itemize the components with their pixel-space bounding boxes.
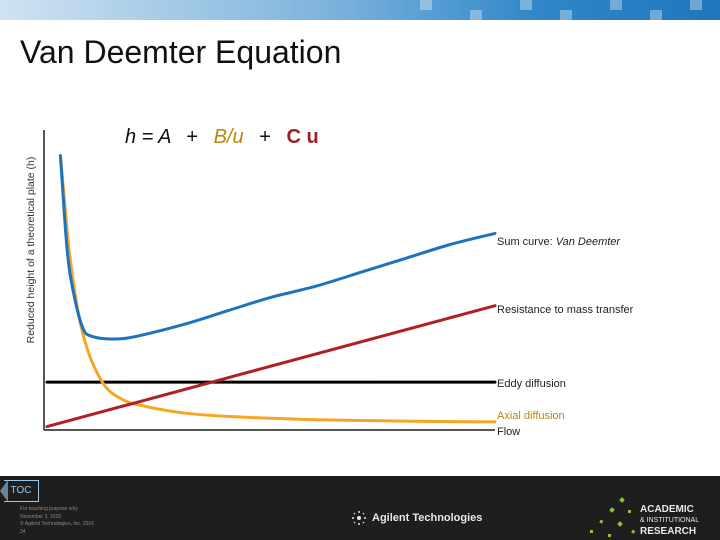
label-flow: Flow [497, 426, 520, 438]
series-line-sum-curve-van-deemter [58, 154, 497, 341]
fine-line: November 3, 2020 [20, 513, 62, 520]
footer-fine-print: For teaching purpose only November 3, 20… [20, 506, 94, 536]
series-layer [45, 154, 497, 429]
equation-c-term: C u [286, 126, 318, 148]
van-deemter-chart: Reduced height of a theoretical plate (h… [25, 126, 634, 438]
agilent-spark-logo-icon [352, 511, 366, 525]
equation: h = A + B/u + C u [125, 126, 319, 148]
program-line-3: RESEARCH [640, 526, 697, 537]
fine-line: For teaching purpose only [20, 506, 78, 512]
label-sum-italic: Van Deemter [556, 236, 622, 248]
series-line-resistance-to-mass-transfer [45, 304, 497, 429]
label-sum-prefix: Sum curve: [497, 236, 556, 248]
fine-line: 24 [20, 528, 26, 535]
label-mass-transfer: Resistance to mass transfer [497, 304, 634, 316]
equation-h-a: h = A [125, 126, 171, 148]
toc-arrow-icon [0, 480, 8, 502]
y-axis-label: Reduced height of a theoretical plate (h… [25, 157, 37, 344]
toc-button[interactable]: TOC [4, 480, 39, 502]
series-line-axial-diffusion [58, 154, 497, 424]
label-sum-curve: Sum curve: Van Deemter [497, 236, 621, 248]
equation-b-term: B/u [214, 126, 244, 148]
slide-title: Van Deemter Equation [20, 34, 342, 70]
company-name: Agilent Technologies [372, 512, 483, 524]
equation-plus-2: + [259, 126, 271, 148]
top-decoration-band [0, 0, 720, 20]
program-line-2: & INSTITUTIONAL [640, 517, 700, 524]
label-eddy-diffusion: Eddy diffusion [497, 378, 566, 390]
academic-research-logo: ACADEMIC & INSTITUTIONAL RESEARCH [640, 504, 699, 537]
footer-bar: TOC For teaching purpose only November 3… [0, 476, 720, 540]
fine-line: © Agilent Technologies, Inc. 2016 [20, 521, 94, 527]
program-line-1: ACADEMIC [640, 504, 694, 515]
equation-plus-1: + [186, 126, 198, 148]
decorative-dots-icon [590, 497, 636, 537]
label-axial-diffusion: Axial diffusion [497, 410, 565, 422]
